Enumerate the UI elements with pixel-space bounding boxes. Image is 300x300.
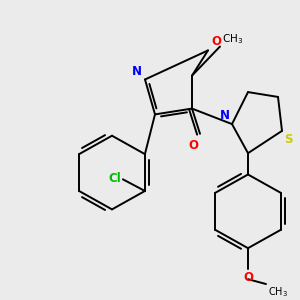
Text: O: O bbox=[243, 272, 253, 284]
Text: CH$_3$: CH$_3$ bbox=[268, 285, 288, 299]
Text: CH$_3$: CH$_3$ bbox=[222, 32, 243, 46]
Text: O: O bbox=[211, 35, 221, 49]
Text: Cl: Cl bbox=[108, 172, 121, 185]
Text: O: O bbox=[188, 139, 198, 152]
Text: S: S bbox=[284, 133, 292, 146]
Text: N: N bbox=[132, 64, 142, 78]
Text: N: N bbox=[220, 109, 230, 122]
